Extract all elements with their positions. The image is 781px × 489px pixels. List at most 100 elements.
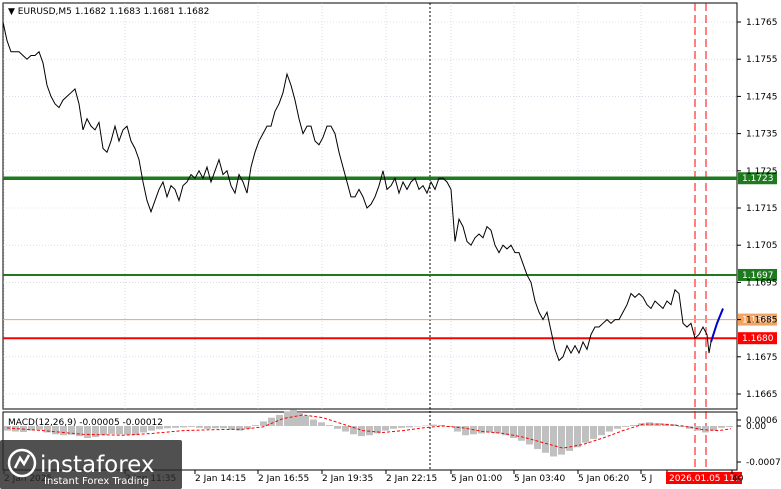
price-series xyxy=(2,21,724,362)
macd-hist-bar xyxy=(172,426,179,428)
macd-hist-bar xyxy=(350,426,357,435)
y-tick-label: 1.1705 xyxy=(746,241,778,251)
y-tick-label: 1.1685 xyxy=(746,316,778,326)
x-tick-label: 5 Jan 06:20 xyxy=(578,474,630,484)
macd-hist-bar xyxy=(494,426,501,434)
macd-hist-bar xyxy=(374,426,381,434)
macd-hist-bar xyxy=(478,426,485,434)
macd-hist-bar xyxy=(390,426,397,429)
macd-hist-bar xyxy=(148,426,155,431)
macd-hist-bar xyxy=(678,426,685,427)
macd-hist-bar xyxy=(550,426,557,457)
macd-hist-bar xyxy=(398,426,405,428)
y-tick-label: 1.1715 xyxy=(746,204,778,214)
macd-hist-bar xyxy=(582,426,589,443)
x-tick-label: 40 xyxy=(732,474,744,484)
macd-hist-bar xyxy=(84,426,91,438)
x-tick-label: 5 Jan 03:40 xyxy=(514,474,566,484)
x-tick-label: 5 J xyxy=(641,474,652,484)
macd-hist-bar xyxy=(302,415,309,426)
macd-hist-bar xyxy=(358,426,365,437)
level-tag-bg-current xyxy=(738,313,777,326)
macd-hist-bar xyxy=(382,426,389,431)
macd-hist-bar xyxy=(260,421,267,426)
macd-hist-bar xyxy=(342,426,349,432)
macd-hist-bar xyxy=(140,426,147,433)
macd-hist-bar xyxy=(518,426,525,441)
macd-hist-bar xyxy=(310,419,317,426)
ohlc-readout: 1.1682 1.1683 1.1681 1.1682 xyxy=(75,7,210,17)
macd-hist-bar xyxy=(502,426,509,436)
price-line xyxy=(2,21,712,362)
macd-hist-bar xyxy=(542,426,549,453)
macd-hist-bar xyxy=(290,409,297,426)
macd-hist-bar xyxy=(36,426,43,430)
macd-hist-bar xyxy=(276,414,283,426)
level-tag-resistance: 1.1723 xyxy=(742,174,774,184)
macd-hist-bar xyxy=(622,426,629,427)
macd-hist-bar xyxy=(574,426,581,448)
x-tick-label: 2 Jan 14:15 xyxy=(195,474,246,484)
macd-hist-bar xyxy=(124,426,131,435)
macd-tick-label: 0.0006 xyxy=(746,416,778,426)
macd-hist-bar xyxy=(100,426,107,436)
macd-hist-bar xyxy=(566,426,573,451)
macd-hist-bar xyxy=(606,426,613,432)
x-current-time-tag: 2026.01.05 11:35 xyxy=(669,474,749,484)
macd-hist-bar xyxy=(438,425,445,426)
y-tick-label: 1.1765 xyxy=(746,18,778,28)
macd-hist-bar xyxy=(220,426,227,429)
macd-hist-bar xyxy=(702,426,709,433)
level-tag-bg-support xyxy=(738,268,777,281)
macd-hist-bar xyxy=(366,426,373,436)
price-panel-frame xyxy=(2,2,738,410)
y-tick-label: 1.1725 xyxy=(746,167,778,177)
macd-hist-bar xyxy=(430,424,437,426)
macd-hist-bar xyxy=(132,426,139,436)
x-tick-label: 5 Jan 01:00 xyxy=(451,474,503,484)
macd-tick-label: 0.00 xyxy=(746,422,766,432)
logo-tagline: Instant Forex Trading xyxy=(44,476,149,487)
macd-hist-bar xyxy=(156,426,163,430)
macd-hist-bar xyxy=(686,426,693,429)
x-tick-label: 2 Jan 16:55 xyxy=(258,474,309,484)
macd-hist-bar xyxy=(662,423,669,426)
macd-hist-bar xyxy=(44,426,51,433)
macd-hist-bar xyxy=(60,426,67,436)
y-axis: 1.1765 1.1755 1.1745 1.1735 1.1725 1.1715 1.17… xyxy=(737,18,778,400)
macd-hist-bar xyxy=(718,426,725,428)
forecast-arrow xyxy=(710,308,724,343)
macd-hist-bar xyxy=(590,426,597,439)
macd-hist-bar xyxy=(68,426,75,435)
macd-hist-bar xyxy=(534,426,541,450)
macd-hist-bar xyxy=(164,426,171,429)
x-tick-label: 2 Jan 22:15 xyxy=(386,474,437,484)
macd-hist-bar xyxy=(454,426,461,432)
logo-icon xyxy=(7,448,37,478)
macd-hist-bar xyxy=(92,426,99,438)
grid xyxy=(3,3,737,470)
macd-hist-bar xyxy=(726,426,733,427)
macd-hist-bar xyxy=(236,426,243,431)
y-tick-label: 1.1665 xyxy=(746,390,778,400)
macd-hist-bar xyxy=(318,422,325,426)
macd-hist-bar xyxy=(296,412,303,426)
macd-hist-bar xyxy=(406,426,413,428)
symbol-label: EURUSD,M5 xyxy=(18,7,72,17)
macd-hist-bar xyxy=(188,426,195,427)
chart-header: ▼ EURUSD,M5 1.1682 1.1683 1.1681 1.1682 xyxy=(8,7,209,17)
x-tick-label: 2 Jan 19:35 xyxy=(322,474,373,484)
macd-hist-bar xyxy=(268,417,275,426)
dropdown-icon[interactable]: ▼ xyxy=(8,7,18,17)
macd-hist-bar xyxy=(244,426,251,429)
y-tick-label: 1.1675 xyxy=(746,353,778,363)
macd-hist-bar xyxy=(212,426,219,429)
macd-hist-bar xyxy=(414,426,421,427)
macd-label: MACD(12,26,9) -0.00005 -0.00012 xyxy=(8,418,163,428)
macd-hist-bar xyxy=(462,426,469,436)
level-tag-bg-sell xyxy=(738,332,777,345)
level-tag-sell: 1.1680 xyxy=(742,334,774,344)
macd-hist-bar xyxy=(422,425,429,427)
y-tick-label: 1.1735 xyxy=(746,130,778,140)
